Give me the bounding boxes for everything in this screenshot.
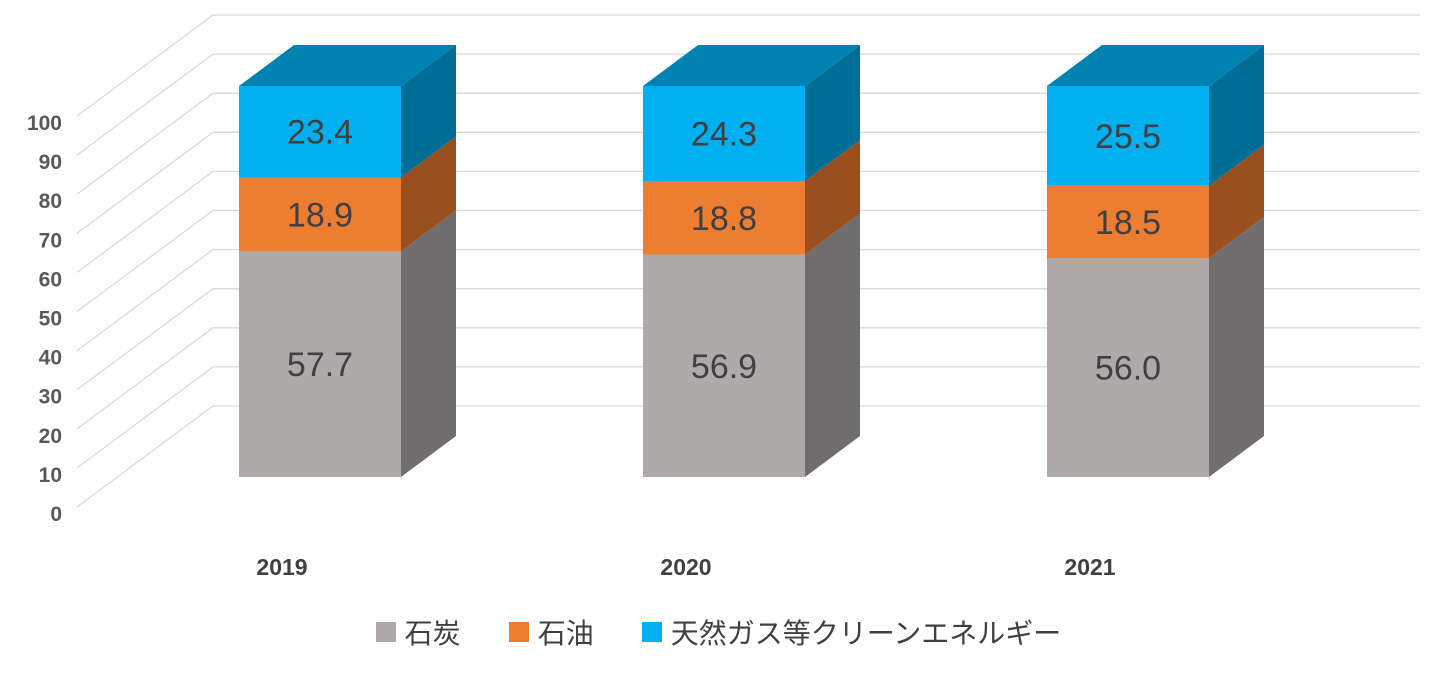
legend-item-coal: 石炭	[375, 612, 461, 652]
legend-swatch-oil	[508, 622, 529, 642]
bar-front-2019-1	[239, 177, 401, 252]
data-label: 18.8	[691, 200, 757, 238]
data-label: 57.7	[287, 346, 353, 384]
bar-front-2021-0	[1047, 258, 1209, 477]
legend-item-oil: 石油	[508, 612, 594, 652]
gridline-side	[76, 92, 214, 195]
y-tick-label: 20	[39, 425, 62, 448]
bar-side-2021-2	[1209, 45, 1264, 186]
bar-front-2019-0	[239, 251, 401, 477]
bar-top-2021	[1047, 45, 1264, 86]
y-tick-label: 10	[39, 464, 62, 487]
y-tick-label: 0	[50, 503, 62, 526]
x-tick-label: 2019	[256, 554, 307, 580]
x-tick-label: 2020	[660, 554, 711, 580]
bar-side-2019-0	[401, 210, 456, 477]
bar-side-2020-1	[805, 140, 860, 255]
bar-front-2021-2	[1047, 86, 1209, 186]
gridline-side	[76, 53, 214, 156]
bar-front-2020-0	[643, 254, 805, 477]
data-label: 18.9	[287, 196, 353, 234]
y-tick-label: 80	[39, 190, 62, 213]
bar-front-2020-1	[643, 181, 805, 255]
y-tick-label: 60	[39, 268, 62, 291]
bar-front-2019-2	[239, 86, 401, 178]
bar-side-2020-0	[805, 213, 860, 477]
gridline-side	[76, 327, 214, 430]
y-tick-label: 30	[39, 386, 62, 409]
legend-label-oil: 石油	[537, 617, 594, 650]
data-label: 56.0	[1095, 350, 1161, 388]
legend-item-clean-energy: 天然ガス等クリーンエネルギー	[641, 612, 1062, 652]
y-tick-label: 100	[27, 112, 62, 135]
bar-side-2021-0	[1209, 217, 1264, 478]
data-label: 18.5	[1095, 204, 1161, 242]
y-tick-label: 90	[39, 151, 62, 174]
bar-front-2021-1	[1047, 185, 1209, 259]
legend-label-coal: 石炭	[404, 617, 461, 650]
y-tick-label: 40	[39, 347, 62, 370]
bar-side-2021-1	[1209, 144, 1264, 259]
gridline-side	[76, 249, 214, 352]
data-label: 24.3	[691, 116, 757, 154]
gridline-side	[76, 209, 214, 313]
bar-top-2019	[239, 45, 456, 86]
data-label: 56.9	[691, 348, 757, 386]
legend-swatch-clean-energy	[641, 622, 662, 642]
legend-label-clean-energy: 天然ガス等クリーンエネルギー	[670, 617, 1062, 650]
bar-side-2019-2	[401, 45, 456, 178]
gridline-side	[76, 131, 214, 234]
bar-top-2020	[643, 45, 860, 86]
bar-side-2020-2	[805, 45, 860, 182]
data-label: 23.4	[287, 114, 353, 152]
y-tick-label: 50	[39, 308, 62, 331]
gridline-side	[76, 170, 214, 273]
legend-swatch-coal	[375, 622, 396, 642]
gridline-side	[76, 366, 214, 469]
gridline-side	[76, 405, 214, 508]
gridline-side	[76, 288, 214, 391]
data-label: 25.5	[1095, 118, 1161, 156]
x-tick-label: 2021	[1064, 554, 1115, 580]
bar-front-2020-2	[643, 86, 805, 182]
bar-side-2019-1	[401, 136, 456, 252]
y-tick-label: 70	[39, 229, 62, 252]
legend: 石炭 石油 天然ガス等クリーンエネルギー	[0, 612, 1437, 652]
gridline-side	[76, 14, 214, 117]
